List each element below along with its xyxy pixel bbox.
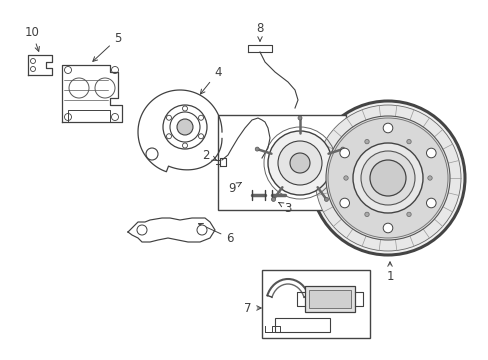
Circle shape <box>177 119 193 135</box>
Circle shape <box>267 131 331 195</box>
Text: 4: 4 <box>200 66 221 94</box>
Circle shape <box>426 198 435 208</box>
Polygon shape <box>68 110 110 122</box>
Circle shape <box>364 212 368 217</box>
Circle shape <box>383 123 392 133</box>
Circle shape <box>339 198 349 208</box>
Bar <box>305 286 354 312</box>
Circle shape <box>340 147 344 151</box>
Circle shape <box>137 225 147 235</box>
Polygon shape <box>128 218 215 242</box>
Text: 10: 10 <box>24 26 40 51</box>
Bar <box>274 318 329 332</box>
Text: 6: 6 <box>198 224 233 244</box>
Circle shape <box>278 141 321 185</box>
Circle shape <box>182 143 187 148</box>
Circle shape <box>383 223 392 233</box>
Bar <box>262 270 369 338</box>
Circle shape <box>198 115 203 120</box>
Circle shape <box>343 176 347 180</box>
Circle shape <box>297 116 302 120</box>
Circle shape <box>166 134 171 139</box>
Circle shape <box>182 106 187 111</box>
Circle shape <box>289 153 309 173</box>
Circle shape <box>427 176 431 180</box>
Circle shape <box>325 116 449 240</box>
Circle shape <box>406 212 410 217</box>
Circle shape <box>271 197 275 201</box>
Circle shape <box>166 115 171 120</box>
Circle shape <box>364 139 368 144</box>
Circle shape <box>352 143 422 213</box>
Circle shape <box>314 105 460 251</box>
Text: 7: 7 <box>244 302 261 315</box>
Text: 8: 8 <box>256 22 263 41</box>
Polygon shape <box>28 55 52 75</box>
Circle shape <box>324 197 328 201</box>
Bar <box>218 115 346 210</box>
Polygon shape <box>62 65 122 122</box>
Circle shape <box>339 148 349 158</box>
Circle shape <box>197 225 206 235</box>
Bar <box>308 290 350 308</box>
Circle shape <box>310 101 464 255</box>
Text: 3: 3 <box>278 202 291 215</box>
Circle shape <box>426 148 435 158</box>
Text: 1: 1 <box>386 262 393 284</box>
Text: 9: 9 <box>228 181 241 194</box>
Circle shape <box>360 151 414 205</box>
Circle shape <box>198 134 203 139</box>
Circle shape <box>406 139 410 144</box>
Text: 5: 5 <box>93 31 122 61</box>
Text: 2: 2 <box>202 149 216 162</box>
Circle shape <box>255 147 259 151</box>
Circle shape <box>327 118 447 238</box>
Circle shape <box>369 160 405 196</box>
